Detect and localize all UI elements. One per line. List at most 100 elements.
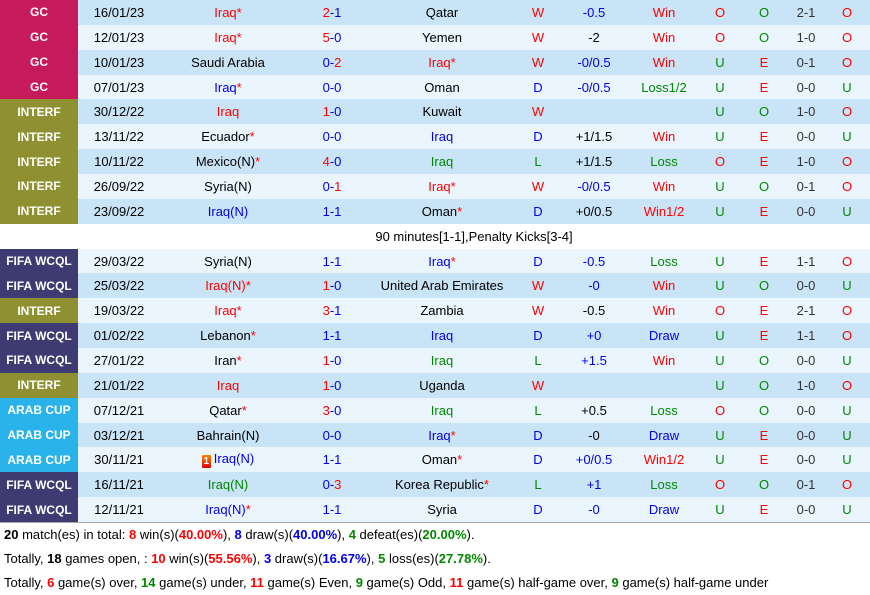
away-team: Oman* [368,452,516,467]
halftime-over-under: U [842,402,852,418]
over-under: U [715,328,725,344]
match-row: FIFA WCQL 12/11/21 Iraq(N)* 1-1 Syria D -0 Draw… [0,497,870,523]
away-team-name: Syria [427,502,457,518]
favorite-star: * [483,477,489,493]
summary-segment: 27.78% [438,551,483,566]
home-team-name: Iraq [216,104,240,120]
summary-segment: 14 [141,575,156,590]
home-goals: 3 [322,402,330,418]
handicap-line: +0/0.5 [575,452,613,468]
fulltime-score: 1-1 [296,254,368,269]
halftime-score: 0-0 [796,352,816,368]
away-team-name: Iraq [428,253,451,269]
handicap-line: +1/1.5 [575,154,613,170]
halftime-score: 1-1 [796,328,816,344]
summary-line: Totally, 18 games open, : 10 win(s)(55.5… [4,547,870,571]
match-row: GC 07/01/23 Iraq* 0-0 Oman D -0/0.5 Loss1/2 U E 0-… [0,74,870,100]
fulltime-score: 1-0 [296,378,368,393]
away-goals: 1 [334,203,342,219]
league-badge: GC [0,0,78,25]
away-team-name: Iraq [428,54,451,70]
favorite-star: * [245,278,251,294]
score-dash: - [329,427,335,443]
red-card-icon: 1 [201,455,211,469]
match-history-table: GC 16/01/23 Iraq* 2-1 Qatar W -0.5 Win O O 2-1 O GC 1… [0,0,870,523]
favorite-star: * [236,29,242,45]
match-date: 19/03/22 [93,303,145,319]
match-date: 16/01/23 [93,4,145,20]
away-team: Oman [368,80,516,95]
league-badge: INTERF [0,174,78,199]
league-badge: INTERF [0,149,78,175]
odd-even: O [758,29,770,45]
fulltime-score: 0-0 [296,80,368,95]
league-badge: INTERF [0,372,78,398]
home-team: Iraq* [160,30,296,45]
handicap-result: Win [652,129,676,145]
handicap-result: Loss1/2 [641,79,687,95]
match-row: INTERF 23/09/22 Iraq(N) 1-1 Oman* D +0/0.5 Win1… [0,198,870,224]
match-row: FIFA WCQL 01/02/22 Lebanon* 1-1 Iraq D +0 Draw U… [0,323,870,349]
score-dash: - [329,79,335,95]
score-dash: - [329,129,335,145]
away-goals: 0 [334,427,342,443]
favorite-star: * [241,402,247,418]
score-dash: - [329,253,335,269]
over-under: U [715,502,725,518]
away-goals: 1 [334,452,342,468]
result-letter: W [531,54,545,70]
summary-segment: match(es) in total: [18,527,130,542]
result-letter: D [533,253,543,269]
fulltime-score: 5-0 [296,30,368,45]
result-letter: L [534,402,542,418]
summary-segment: 8 [129,527,137,542]
favorite-star: * [236,4,242,20]
summary-line: Totally, 6 game(s) over, 14 game(s) unde… [4,571,870,595]
result-letter: W [531,377,545,393]
home-team: Iran* [160,353,296,368]
home-goals: 1 [322,502,330,518]
match-row: FIFA WCQL 29/03/22 Syria(N) 1-1 Iraq* D -0.5 Lo… [0,248,870,274]
home-team: Iraq* [160,80,296,95]
summary-segment: ). [482,551,491,566]
score-dash: - [329,352,335,368]
handicap-result: Win [652,54,676,70]
league-badge: ARAB CUP [0,447,78,473]
odd-even: E [759,328,769,344]
summary-segment: 16.67% [322,551,367,566]
halftime-over-under: U [842,427,852,443]
away-team-name: United Arab Emirates [380,278,504,294]
summary-segment: 6 [47,575,55,590]
league-badge: ARAB CUP [0,422,78,448]
away-team: Iraq [368,403,516,418]
away-team: Iraq* [368,55,516,70]
fulltime-score: 0-1 [296,179,368,194]
handicap-result: Loss [650,477,678,493]
halftime-over-under: O [841,104,853,120]
over-under: O [714,303,726,319]
handicap-result: Loss [650,402,678,418]
away-team: Uganda [368,378,516,393]
summary-section: 20 match(es) in total: 8 win(s)(40.00%),… [0,522,870,595]
summary-segment: 18 [47,551,62,566]
summary-segment: win(s)( [165,551,209,566]
away-team-name: Iraq [430,402,454,418]
away-team: Iraq* [368,179,516,194]
favorite-star: * [450,54,456,70]
odd-even: E [759,427,769,443]
home-team: Qatar* [160,403,296,418]
handicap-line: -0/0.5 [577,79,611,95]
halftime-score: 1-0 [796,104,816,120]
over-under: U [715,79,725,95]
home-goals: 1 [322,328,330,344]
odd-even: E [759,129,769,145]
halftime-over-under: O [841,54,853,70]
match-row: INTERF 10/11/22 Mexico(N)* 4-0 Iraq L +1/1.5 Lo… [0,149,870,175]
favorite-star: * [236,303,242,319]
match-date: 27/01/22 [93,352,145,368]
away-team: Syria [368,502,516,517]
score-dash: - [329,154,335,170]
handicap-line: -0/0.5 [577,54,611,70]
result-letter: D [533,129,543,145]
league-badge: INTERF [0,298,78,324]
